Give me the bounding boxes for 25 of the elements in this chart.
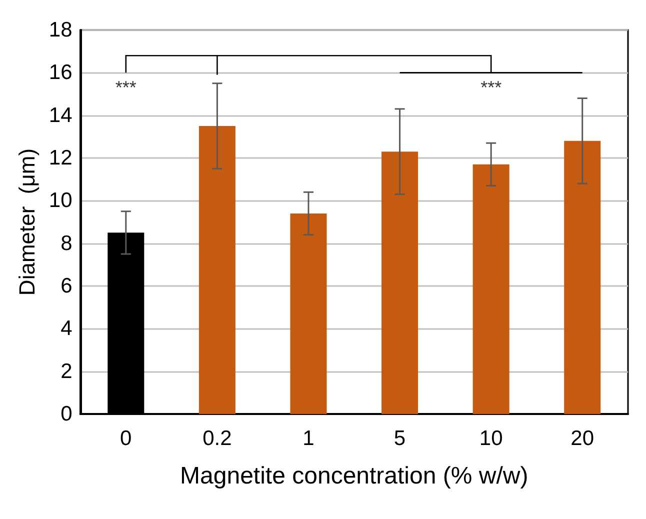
x-tick-label: 10 — [479, 427, 503, 450]
bar — [564, 140, 601, 414]
bar — [290, 213, 327, 414]
bar — [382, 152, 418, 414]
y-tick-label: 16 — [48, 61, 72, 84]
y-tick-label: 10 — [48, 189, 72, 212]
annotation: *** — [115, 78, 136, 98]
y-tick-label: 8 — [60, 232, 72, 255]
x-tick-label: 20 — [570, 427, 594, 450]
bar — [198, 126, 236, 414]
y-tick-label: 12 — [48, 146, 72, 170]
x-tick-label: 5 — [394, 427, 406, 450]
bar — [472, 164, 510, 414]
x-tick-label: 0.2 — [202, 427, 232, 450]
x-tick-label: 1 — [302, 427, 314, 450]
y-tick-label: 0 — [60, 402, 72, 426]
x-axis-title: Magnetite concentration (% w/w) — [180, 462, 528, 490]
y-tick-label: 6 — [60, 274, 72, 298]
annotation: *** — [480, 78, 502, 98]
y-tick-label: 18 — [48, 18, 72, 42]
y-tick-label: 2 — [60, 360, 72, 383]
y-axis-title: Diameter (μm) — [14, 148, 40, 296]
y-tick-label: 4 — [60, 317, 73, 340]
y-tick-label: 14 — [48, 104, 73, 127]
x-tick-label: 0 — [120, 427, 132, 450]
